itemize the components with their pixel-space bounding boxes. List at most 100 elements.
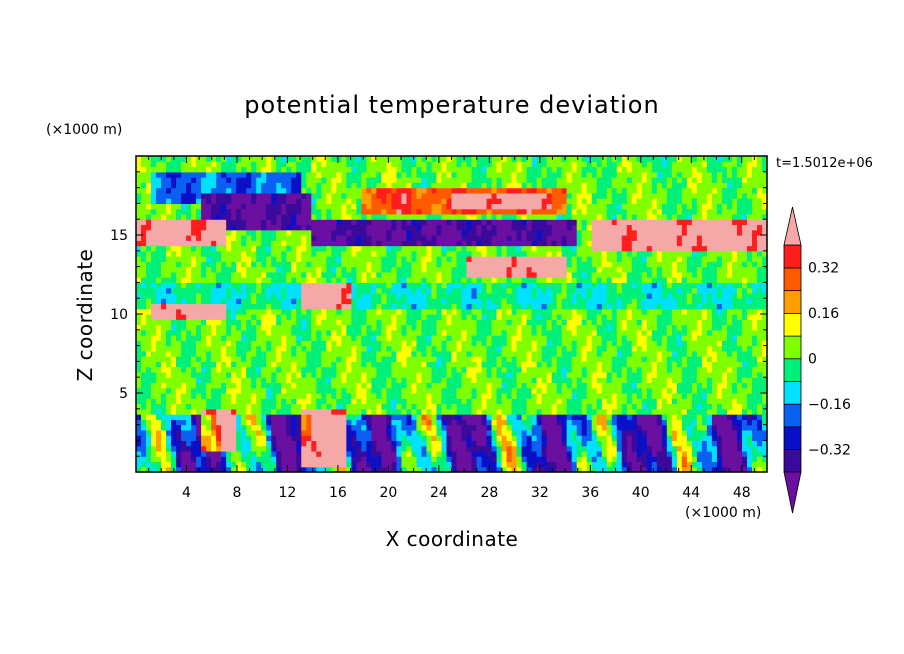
field-cell — [481, 371, 488, 378]
field-cell — [176, 450, 182, 457]
field-cell — [286, 393, 292, 399]
field-cell — [286, 314, 292, 320]
field-cell — [746, 450, 753, 457]
field-cell — [421, 324, 428, 331]
field-cell — [321, 261, 327, 268]
field-cell — [461, 445, 468, 452]
field-cell — [451, 429, 458, 436]
field-cell — [231, 424, 237, 431]
field-cell — [746, 461, 753, 468]
field-cell — [306, 356, 312, 362]
field-cell — [521, 435, 528, 441]
field-cell — [531, 445, 538, 452]
field-cell — [136, 266, 142, 273]
field-cell — [191, 329, 197, 336]
field-cell — [746, 393, 753, 399]
field-cell — [241, 408, 247, 415]
field-cell — [286, 456, 292, 463]
field-cell — [311, 424, 317, 431]
field-cell — [471, 393, 478, 399]
field-cell — [546, 292, 553, 299]
field-cell — [456, 335, 463, 341]
field-cell — [636, 350, 643, 357]
field-cell — [516, 424, 523, 431]
field-cell — [476, 424, 483, 431]
field-cell — [691, 424, 698, 431]
field-cell — [431, 277, 438, 283]
field-cell — [321, 282, 327, 289]
field-cell — [276, 461, 282, 468]
field-cell — [491, 282, 498, 289]
field-cell — [391, 382, 398, 389]
field-cell — [606, 350, 613, 357]
field-cell — [206, 403, 212, 410]
field-cell — [591, 361, 598, 368]
field-cell — [591, 382, 598, 389]
field-cell — [171, 350, 177, 357]
field-cell — [736, 340, 743, 347]
field-cell — [556, 456, 563, 463]
field-cell — [346, 366, 352, 373]
field-cell — [411, 335, 418, 341]
field-cell — [476, 298, 483, 305]
field-cell — [621, 371, 628, 378]
field-cell — [136, 287, 142, 294]
field-cell — [591, 319, 598, 326]
field-cell — [361, 408, 367, 415]
field-cell — [241, 466, 247, 473]
field-cell — [351, 314, 357, 320]
field-cell — [666, 450, 673, 457]
field-cell — [386, 403, 393, 410]
field-cell — [626, 461, 633, 468]
field-cell — [741, 361, 748, 368]
field-cell — [426, 445, 433, 452]
field-cell — [396, 371, 403, 378]
field-cell — [556, 329, 563, 336]
field-cell — [391, 440, 398, 447]
field-cell — [361, 329, 367, 336]
field-cell — [441, 266, 448, 273]
field-cell — [681, 282, 688, 289]
field-cell — [696, 277, 703, 283]
field-cell — [646, 435, 653, 441]
field-cell — [531, 393, 538, 399]
field-cell — [516, 298, 523, 305]
field-cell — [501, 261, 508, 268]
field-cell — [431, 419, 438, 426]
field-cell — [421, 419, 428, 426]
field-cell — [711, 445, 718, 452]
field-cell — [411, 440, 418, 447]
field-cell — [441, 292, 448, 299]
field-cell — [736, 366, 743, 373]
field-cell — [371, 466, 377, 473]
field-cell — [396, 287, 403, 294]
field-cell — [696, 398, 703, 405]
field-cell — [296, 345, 302, 352]
field-cell — [286, 429, 292, 436]
field-cell — [626, 429, 633, 436]
field-cell — [206, 461, 212, 468]
field-cell — [471, 450, 478, 457]
field-cell — [391, 461, 398, 468]
field-cell — [586, 271, 593, 278]
field-cell — [381, 466, 387, 473]
field-cell — [256, 371, 262, 378]
field-cell — [361, 340, 367, 347]
field-cell — [406, 266, 413, 273]
field-cell — [336, 419, 342, 426]
field-cell — [601, 456, 608, 463]
field-cell — [576, 266, 583, 273]
field-cell — [536, 324, 543, 331]
field-cell — [491, 271, 498, 278]
field-cell — [321, 298, 327, 305]
field-cell — [206, 398, 212, 405]
field-cell — [506, 266, 513, 273]
field-cell — [611, 371, 618, 378]
field-cell — [716, 350, 723, 357]
field-cell — [296, 266, 302, 273]
field-cell — [381, 424, 387, 431]
field-cell — [686, 393, 693, 399]
field-cell — [296, 292, 302, 299]
field-cell — [141, 303, 147, 310]
field-cell — [346, 440, 352, 447]
